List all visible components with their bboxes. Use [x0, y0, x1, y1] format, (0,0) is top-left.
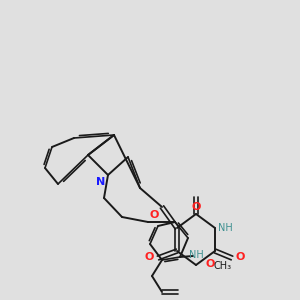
Text: CH₃: CH₃: [214, 261, 232, 271]
Text: O: O: [191, 202, 201, 212]
Text: NH: NH: [189, 250, 203, 260]
Text: N: N: [96, 177, 105, 187]
Text: O: O: [236, 252, 245, 262]
Text: O: O: [205, 259, 214, 269]
Text: O: O: [145, 252, 154, 262]
Text: NH: NH: [218, 223, 233, 233]
Text: O: O: [150, 210, 159, 220]
